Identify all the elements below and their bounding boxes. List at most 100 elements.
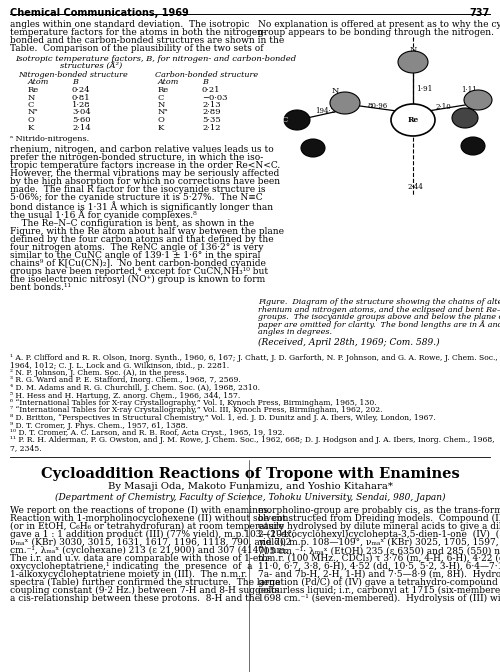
Text: bonded and the carbon-bonded structures are shown in the: bonded and the carbon-bonded structures … — [10, 36, 284, 45]
Text: Atom: Atom — [158, 78, 180, 86]
Text: bond distance is 1·31 Å which is significantly longer than: bond distance is 1·31 Å which is signifi… — [10, 201, 273, 212]
Text: morpholino-group are probably cis, as the trans-form cannot: morpholino-group are probably cis, as th… — [258, 506, 500, 515]
Text: temperature factors for the atoms in both the nitrogen-: temperature factors for the atoms in bot… — [10, 28, 266, 37]
Text: 3·04: 3·04 — [72, 108, 91, 116]
Text: ² N. P. Johnson, J. Chem. Soc. (A), in the press.: ² N. P. Johnson, J. Chem. Soc. (A), in t… — [10, 369, 187, 377]
Text: ⁹ D. T. Cromer, J. Phys. Chem., 1957, 61, 1388.: ⁹ D. T. Cromer, J. Phys. Chem., 1957, 61… — [10, 421, 188, 429]
Text: C: C — [28, 101, 34, 109]
Text: ³ R. G. Ward and P. E. Stafford, Inorg. Chem., 1968, 7, 2569.: ³ R. G. Ward and P. E. Stafford, Inorg. … — [10, 376, 241, 384]
Text: a cis-relationship between these protons.  8-H and the: a cis-relationship between these protons… — [10, 594, 260, 603]
Text: tropic temperature factors increase in the order Re<N<C.: tropic temperature factors increase in t… — [10, 161, 280, 170]
Text: The Re–N–C configuration is bent, as shown in the: The Re–N–C configuration is bent, as sho… — [10, 219, 254, 228]
Text: Nᵃ: Nᵃ — [158, 108, 168, 116]
Text: N: N — [158, 101, 166, 109]
Text: rhenium, nitrogen, and carbon relative values leads us to: rhenium, nitrogen, and carbon relative v… — [10, 145, 274, 154]
Text: K: K — [158, 124, 164, 132]
Text: group appears to be bonding through the nitrogen.: group appears to be bonding through the … — [258, 28, 494, 37]
Text: Table.  Comparison of the plausibility of the two sets of: Table. Comparison of the plausibility of… — [10, 44, 264, 53]
Text: cm.⁻¹, λₘₐˣ (cyclohexane) 213 (ε 21,900) and 307 (4140) nm.: cm.⁻¹, λₘₐˣ (cyclohexane) 213 (ε 21,900)… — [10, 546, 288, 555]
Text: Reaction with 1-morpholinocyclohexene (II) without solvent: Reaction with 1-morpholinocyclohexene (I… — [10, 514, 286, 523]
Text: O: O — [28, 116, 35, 124]
Ellipse shape — [398, 51, 428, 73]
Text: (Department of Chemistry, Faculty of Science, Tohoku University, Sendai, 980, Ja: (Department of Chemistry, Faculty of Sci… — [55, 493, 446, 502]
Text: Figure.  Diagram of the structure showing the chains of alternating: Figure. Diagram of the structure showing… — [258, 298, 500, 306]
Text: Chemical Communications, 1969: Chemical Communications, 1969 — [10, 8, 189, 18]
Text: 5·35: 5·35 — [202, 116, 221, 124]
Text: ⁶ “International Tables for X-ray Crystallography,” Vol. I, Kynoch Press, Birmin: ⁶ “International Tables for X-ray Crysta… — [10, 399, 376, 407]
Text: C: C — [282, 116, 288, 124]
Text: ⁵ H. Hess and H. Hartung, Z. anorg. Chem., 1966, 344, 157.: ⁵ H. Hess and H. Hartung, Z. anorg. Chem… — [10, 392, 240, 399]
Text: spectra (Table) further confirmed the structure.  The large: spectra (Table) further confirmed the st… — [10, 578, 280, 587]
Text: B: B — [202, 78, 208, 86]
Text: prefer the nitrogen-bonded structure, in which the iso-: prefer the nitrogen-bonded structure, in… — [10, 153, 263, 162]
Ellipse shape — [452, 108, 478, 128]
Text: ᵃ Nitrido-nitrogens.: ᵃ Nitrido-nitrogens. — [10, 135, 89, 143]
Text: No explanation is offered at present as to why the cyanide: No explanation is offered at present as … — [258, 20, 500, 29]
Text: Figure, with the Re atom about half way between the plane: Figure, with the Re atom about half way … — [10, 227, 284, 236]
Text: the usual 1·16 Å for cyanide complexes.⁸: the usual 1·16 Å for cyanide complexes.⁸ — [10, 209, 197, 220]
Text: structures (Å²): structures (Å²) — [60, 62, 122, 70]
Text: paper are omitted for clarity.  The bond lengths are in Å and the: paper are omitted for clarity. The bond … — [258, 321, 500, 329]
Text: Atom: Atom — [28, 78, 50, 86]
Text: N: N — [410, 46, 416, 54]
Text: O: O — [158, 116, 165, 124]
Text: By Masaji Oda, Makoto Funamizu, and Yoshio Kitahara*: By Masaji Oda, Makoto Funamizu, and Yosh… — [108, 482, 393, 491]
Text: N: N — [28, 93, 36, 101]
Text: 2·89: 2·89 — [202, 108, 220, 116]
Text: colourless liquid; i.r., carbonyl at 1715 (six-membered) and: colourless liquid; i.r., carbonyl at 171… — [258, 586, 500, 595]
Text: K: K — [28, 124, 34, 132]
Text: 0·24: 0·24 — [72, 86, 90, 94]
Text: (or in EtOH, C₆H₆ or tetrahydrofuran) at room temperature: (or in EtOH, C₆H₆ or tetrahydrofuran) at… — [10, 522, 284, 531]
Text: defined by the four carbon atoms and that defined by the: defined by the four carbon atoms and tha… — [10, 235, 274, 244]
Text: 11·0, 6·7, 3·8, 6-H), 4·52 (dd, 10·5, 5·2, 3-H), 6·4—7·1 (m,: 11·0, 6·7, 3·8, 6-H), 4·52 (dd, 10·5, 5·… — [258, 562, 500, 571]
Text: 7, 2345.: 7, 2345. — [10, 444, 42, 452]
Text: genation (Pd/C) of (IV) gave a tetrahydro-compound (V);: genation (Pd/C) of (IV) gave a tetrahydr… — [258, 578, 500, 587]
Text: Cycloaddition Reactions of Tropone with Enamines: Cycloaddition Reactions of Tropone with … — [40, 467, 460, 481]
Text: ⁸ D. Britton, “Perspectives in Structural Chemistry,” Vol. 1, ed. J. D. Dunitz a: ⁸ D. Britton, “Perspectives in Structura… — [10, 414, 436, 422]
Ellipse shape — [301, 139, 325, 157]
Text: be constructed from Dreiding models.  Compound (III) was: be constructed from Dreiding models. Com… — [258, 514, 500, 523]
Text: angles within one standard deviation.  The isotropic: angles within one standard deviation. Th… — [10, 20, 250, 29]
Ellipse shape — [464, 90, 492, 110]
Text: We report on the reactions of tropone (I) with enamines.: We report on the reactions of tropone (I… — [10, 506, 271, 515]
Ellipse shape — [391, 104, 435, 136]
Text: similar to the CuNC angle of 139·1 ± 1·6° in the spiral: similar to the CuNC angle of 139·1 ± 1·6… — [10, 251, 260, 260]
Text: ¹⁰ D. T. Cromer, A. C. Larson, and R. B. Roof, Acta Cryst., 1965, 19, 192.: ¹⁰ D. T. Cromer, A. C. Larson, and R. B.… — [10, 429, 285, 437]
Text: 2·14: 2·14 — [72, 124, 91, 132]
Text: ⁷ “International Tables for X-ray Crystallography,” Vol. III, Kynoch Press, Birm: ⁷ “International Tables for X-ray Crysta… — [10, 407, 382, 415]
Text: (Received, April 28th, 1969; Com. 589.): (Received, April 28th, 1969; Com. 589.) — [258, 338, 440, 347]
Text: yield), m.p. 108—109°, νₘₐˣ (KBr) 3025, 1705, 1597, and: yield), m.p. 108—109°, νₘₐˣ (KBr) 3025, … — [258, 538, 500, 547]
Text: 1-alkoxycycloheptatriene moiety in (III).  The n.m.r.: 1-alkoxycycloheptatriene moiety in (III)… — [10, 570, 247, 579]
Text: 1698 cm.⁻¹ (seven-membered).  Hydrolysis of (III) with: 1698 cm.⁻¹ (seven-membered). Hydrolysis … — [258, 594, 500, 603]
Text: Nᵃ: Nᵃ — [28, 108, 38, 116]
Text: Re: Re — [158, 86, 169, 94]
Text: Nitrogen-bonded structure: Nitrogen-bonded structure — [18, 71, 128, 79]
Text: 5·60: 5·60 — [72, 116, 90, 124]
Text: 2·10: 2·10 — [436, 103, 452, 111]
Text: 7a- and 7b-H, 2-H, 1-H) and 7·5—8·9 (m, 8H).  Hydro-: 7a- and 7b-H, 2-H, 1-H) and 7·5—8·9 (m, … — [258, 570, 500, 579]
Text: oxycycloheptatriene,¹ indicating  the  presence  of  a: oxycycloheptatriene,¹ indicating the pre… — [10, 562, 252, 571]
Text: 705 cm.⁻¹; λₘₐˣ (EtOH) 235 (ε 6350) and 285 (550) nm.;: 705 cm.⁻¹; λₘₐˣ (EtOH) 235 (ε 6350) and … — [258, 546, 500, 555]
Text: ⁴ D. M. Adams and R. G. Churchill, J. Chem. Soc. (A), 1968, 2310.: ⁴ D. M. Adams and R. G. Churchill, J. Ch… — [10, 384, 260, 392]
Text: 2·13: 2·13 — [202, 101, 220, 109]
Text: N: N — [332, 87, 338, 95]
Text: chains⁹ of K[Cu(CN)₂].  No bent carbon-bonded cyanide: chains⁹ of K[Cu(CN)₂]. No bent carbon-bo… — [10, 259, 266, 268]
Text: B: B — [72, 78, 78, 86]
Text: Re: Re — [28, 86, 39, 94]
Text: made.  The final R factor for the isocyanide structure is: made. The final R factor for the isocyan… — [10, 185, 266, 194]
Text: 1964, 1012; C. J. L. Lock and G. Wilkinson, ibid., p. 2281.: 1964, 1012; C. J. L. Lock and G. Wilkins… — [10, 362, 229, 370]
Text: C: C — [158, 93, 164, 101]
Text: 80·96: 80·96 — [368, 102, 388, 110]
Ellipse shape — [461, 137, 485, 155]
Text: 194·2: 194·2 — [315, 107, 335, 115]
Text: ¹ A. P. Clifford and R. R. Olson, Inorg. Synth., 1960, 6, 167; J. Chatt, J. D. G: ¹ A. P. Clifford and R. R. Olson, Inorg.… — [10, 354, 498, 362]
Text: coupling constant (9·2 Hz.) between 7-H and 8-H suggests: coupling constant (9·2 Hz.) between 7-H … — [10, 586, 279, 595]
Text: groups have been reported,⁴ except for CuCN,NH₃¹⁰ but: groups have been reported,⁴ except for C… — [10, 267, 268, 276]
Text: Carbon-bonded structure: Carbon-bonded structure — [155, 71, 258, 79]
Text: 737: 737 — [470, 8, 490, 18]
Text: by the high absorption for which no corrections have been: by the high absorption for which no corr… — [10, 177, 280, 186]
Text: 0·21: 0·21 — [202, 86, 220, 94]
Text: 2·12: 2·12 — [202, 124, 220, 132]
Text: four nitrogen atoms.  The ReNC angle of 136·2° is very: four nitrogen atoms. The ReNC angle of 1… — [10, 243, 264, 252]
Text: 2-(2′-oxocyclohexyl)cyclohepta-3,5-dien-1-one  (IV)  (89%: 2-(2′-oxocyclohexyl)cyclohepta-3,5-dien-… — [258, 530, 500, 539]
